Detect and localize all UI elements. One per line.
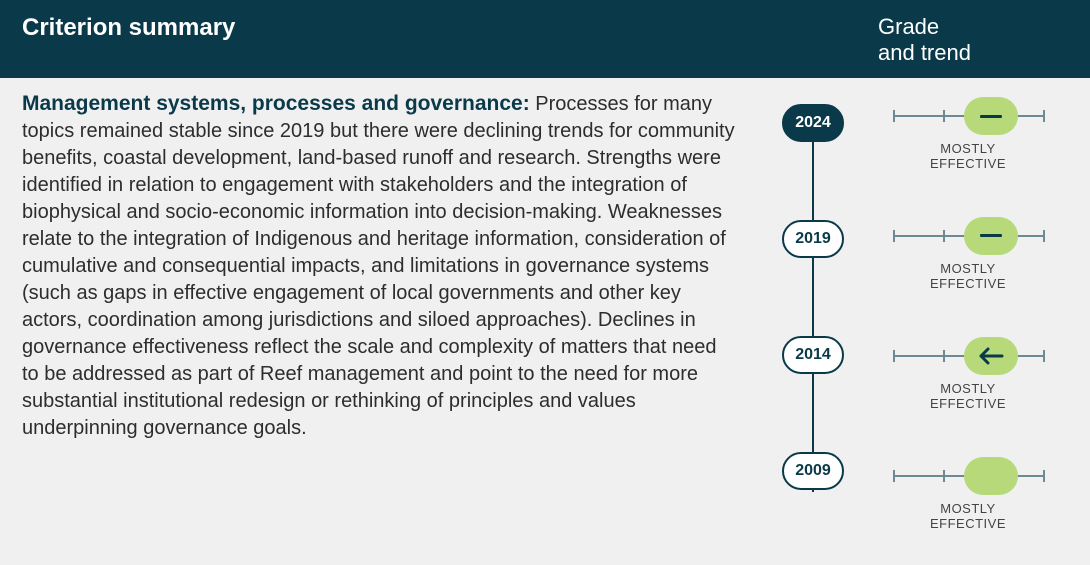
summary-column: Management systems, processes and govern…	[22, 90, 758, 532]
grade-scale	[893, 94, 1043, 138]
grade-tick	[943, 110, 945, 122]
grade-label: MOSTLYEFFECTIVE	[930, 142, 1006, 172]
grade-item-3: MOSTLYEFFECTIVE	[893, 454, 1043, 532]
grade-tick	[1043, 470, 1045, 482]
year-badge-2019: 2019	[782, 220, 844, 258]
grade-tick	[1043, 230, 1045, 242]
grade-tick	[943, 230, 945, 242]
grade-label: MOSTLYEFFECTIVE	[930, 382, 1006, 412]
grade-pill-declining	[964, 337, 1018, 375]
content-area: Management systems, processes and govern…	[0, 78, 1090, 550]
timeline-connector	[812, 128, 814, 492]
grade-label: MOSTLYEFFECTIVE	[930, 502, 1006, 532]
header-bar: Criterion summary Grade and trend	[0, 0, 1090, 78]
trend-stable-icon	[980, 115, 1002, 118]
header-right-line2: and trend	[878, 40, 971, 65]
grade-tick	[893, 470, 895, 482]
grade-scale	[893, 334, 1043, 378]
grade-scale	[893, 454, 1043, 498]
grade-item-1: MOSTLYEFFECTIVE	[893, 214, 1043, 292]
summary-body: Processes for many topics remained stabl…	[22, 93, 735, 439]
summary-title: Management systems, processes and govern…	[22, 92, 530, 115]
grade-label: MOSTLYEFFECTIVE	[930, 262, 1006, 292]
trend-stable-icon	[980, 234, 1002, 237]
grade-tick	[893, 110, 895, 122]
grade-pill-stable	[964, 97, 1018, 135]
grade-tick	[893, 230, 895, 242]
grade-tick	[943, 350, 945, 362]
year-badge-2009: 2009	[782, 452, 844, 490]
grade-tick	[943, 470, 945, 482]
grade-pill	[964, 457, 1018, 495]
trend-declining-icon	[978, 347, 1004, 365]
grade-column: MOSTLYEFFECTIVE MOSTLYEFFECTIVE MOSTLYEFFE…	[868, 90, 1068, 532]
grade-tick	[1043, 350, 1045, 362]
header-right-line1: Grade	[878, 14, 939, 39]
header-left-title: Criterion summary	[22, 14, 848, 42]
header-right-title: Grade and trend	[848, 14, 1068, 67]
year-badge-2014: 2014	[782, 336, 844, 374]
year-badge-2024: 2024	[782, 104, 844, 142]
grade-item-0: MOSTLYEFFECTIVE	[893, 94, 1043, 172]
grade-scale	[893, 214, 1043, 258]
grade-pill-stable	[964, 217, 1018, 255]
grade-tick	[1043, 110, 1045, 122]
timeline-column: 2024 2019 2014 2009	[758, 90, 868, 532]
grade-item-2: MOSTLYEFFECTIVE	[893, 334, 1043, 412]
grade-tick	[893, 350, 895, 362]
